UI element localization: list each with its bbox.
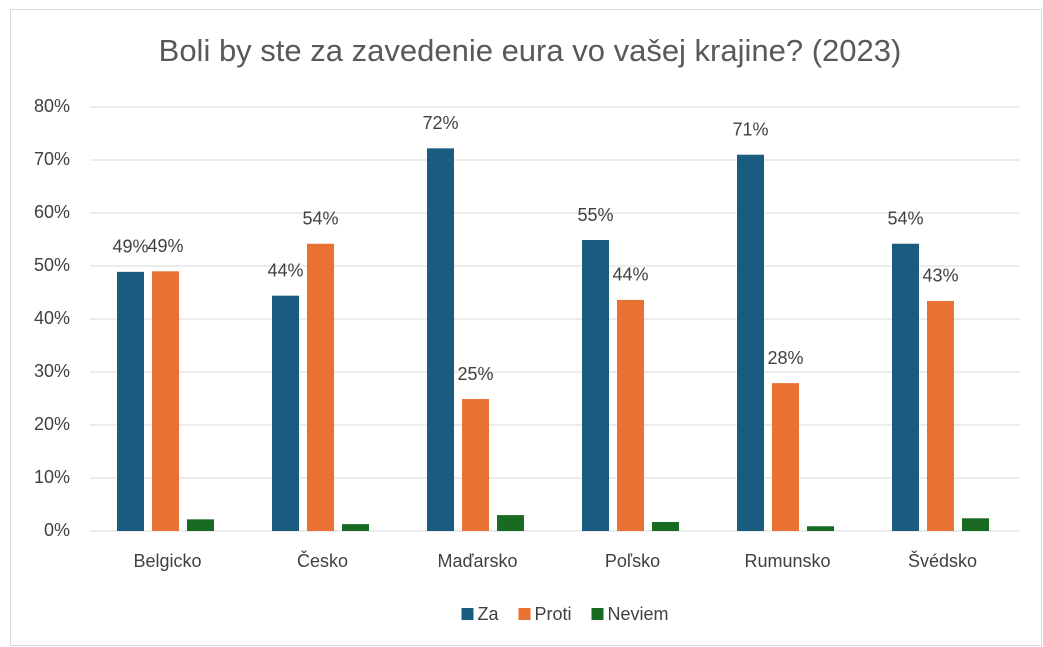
y-tick-label: 20% [34, 414, 70, 434]
data-label: 54% [302, 208, 338, 228]
data-label: 72% [422, 113, 458, 133]
bar [962, 518, 989, 531]
bar [272, 295, 299, 531]
chart-title: Boli by ste za zavedenie eura vo vašej k… [159, 33, 902, 68]
data-label: 49% [147, 236, 183, 256]
y-tick-label: 70% [34, 149, 70, 169]
bar [152, 271, 179, 531]
data-label: 44% [612, 265, 648, 285]
data-label: 28% [767, 348, 803, 368]
bar [187, 519, 214, 531]
legend-swatch [518, 608, 531, 620]
y-tick-label: 60% [34, 202, 70, 222]
legend-label: Proti [534, 604, 571, 624]
bar [772, 383, 799, 531]
data-label: 55% [577, 205, 613, 225]
data-label: 54% [887, 208, 923, 228]
bar [117, 271, 144, 531]
bar [737, 154, 764, 531]
y-tick-label: 80% [34, 96, 70, 116]
legend-label: Za [477, 604, 499, 624]
legend-swatch [591, 608, 604, 620]
x-tick-label: Rumunsko [744, 551, 830, 571]
bar [807, 526, 834, 531]
x-tick-label: Švédsko [908, 550, 977, 571]
bar [462, 399, 489, 531]
bar [652, 521, 679, 531]
legend-label: Neviem [608, 604, 669, 624]
data-label: 44% [267, 260, 303, 280]
legend-swatch [461, 608, 474, 620]
chart-border [10, 9, 1042, 646]
bar [582, 240, 609, 531]
bar [892, 243, 919, 532]
x-tick-label: Poľsko [605, 551, 660, 571]
y-tick-label: 50% [34, 255, 70, 275]
y-tick-label: 0% [44, 520, 70, 540]
y-tick-label: 30% [34, 361, 70, 381]
y-tick-label: 40% [34, 308, 70, 328]
x-tick-label: Česko [297, 550, 348, 571]
data-label: 43% [922, 266, 958, 286]
bar [427, 148, 454, 531]
bar [497, 515, 524, 531]
x-tick-label: Belgicko [133, 551, 201, 571]
bar [342, 524, 369, 531]
bar [927, 300, 954, 531]
bar [307, 243, 334, 532]
data-label: 49% [112, 237, 148, 257]
x-tick-label: Maďarsko [437, 551, 517, 571]
data-label: 71% [732, 119, 768, 139]
y-tick-label: 10% [34, 467, 70, 487]
data-label: 25% [457, 364, 493, 384]
bar [617, 299, 644, 531]
